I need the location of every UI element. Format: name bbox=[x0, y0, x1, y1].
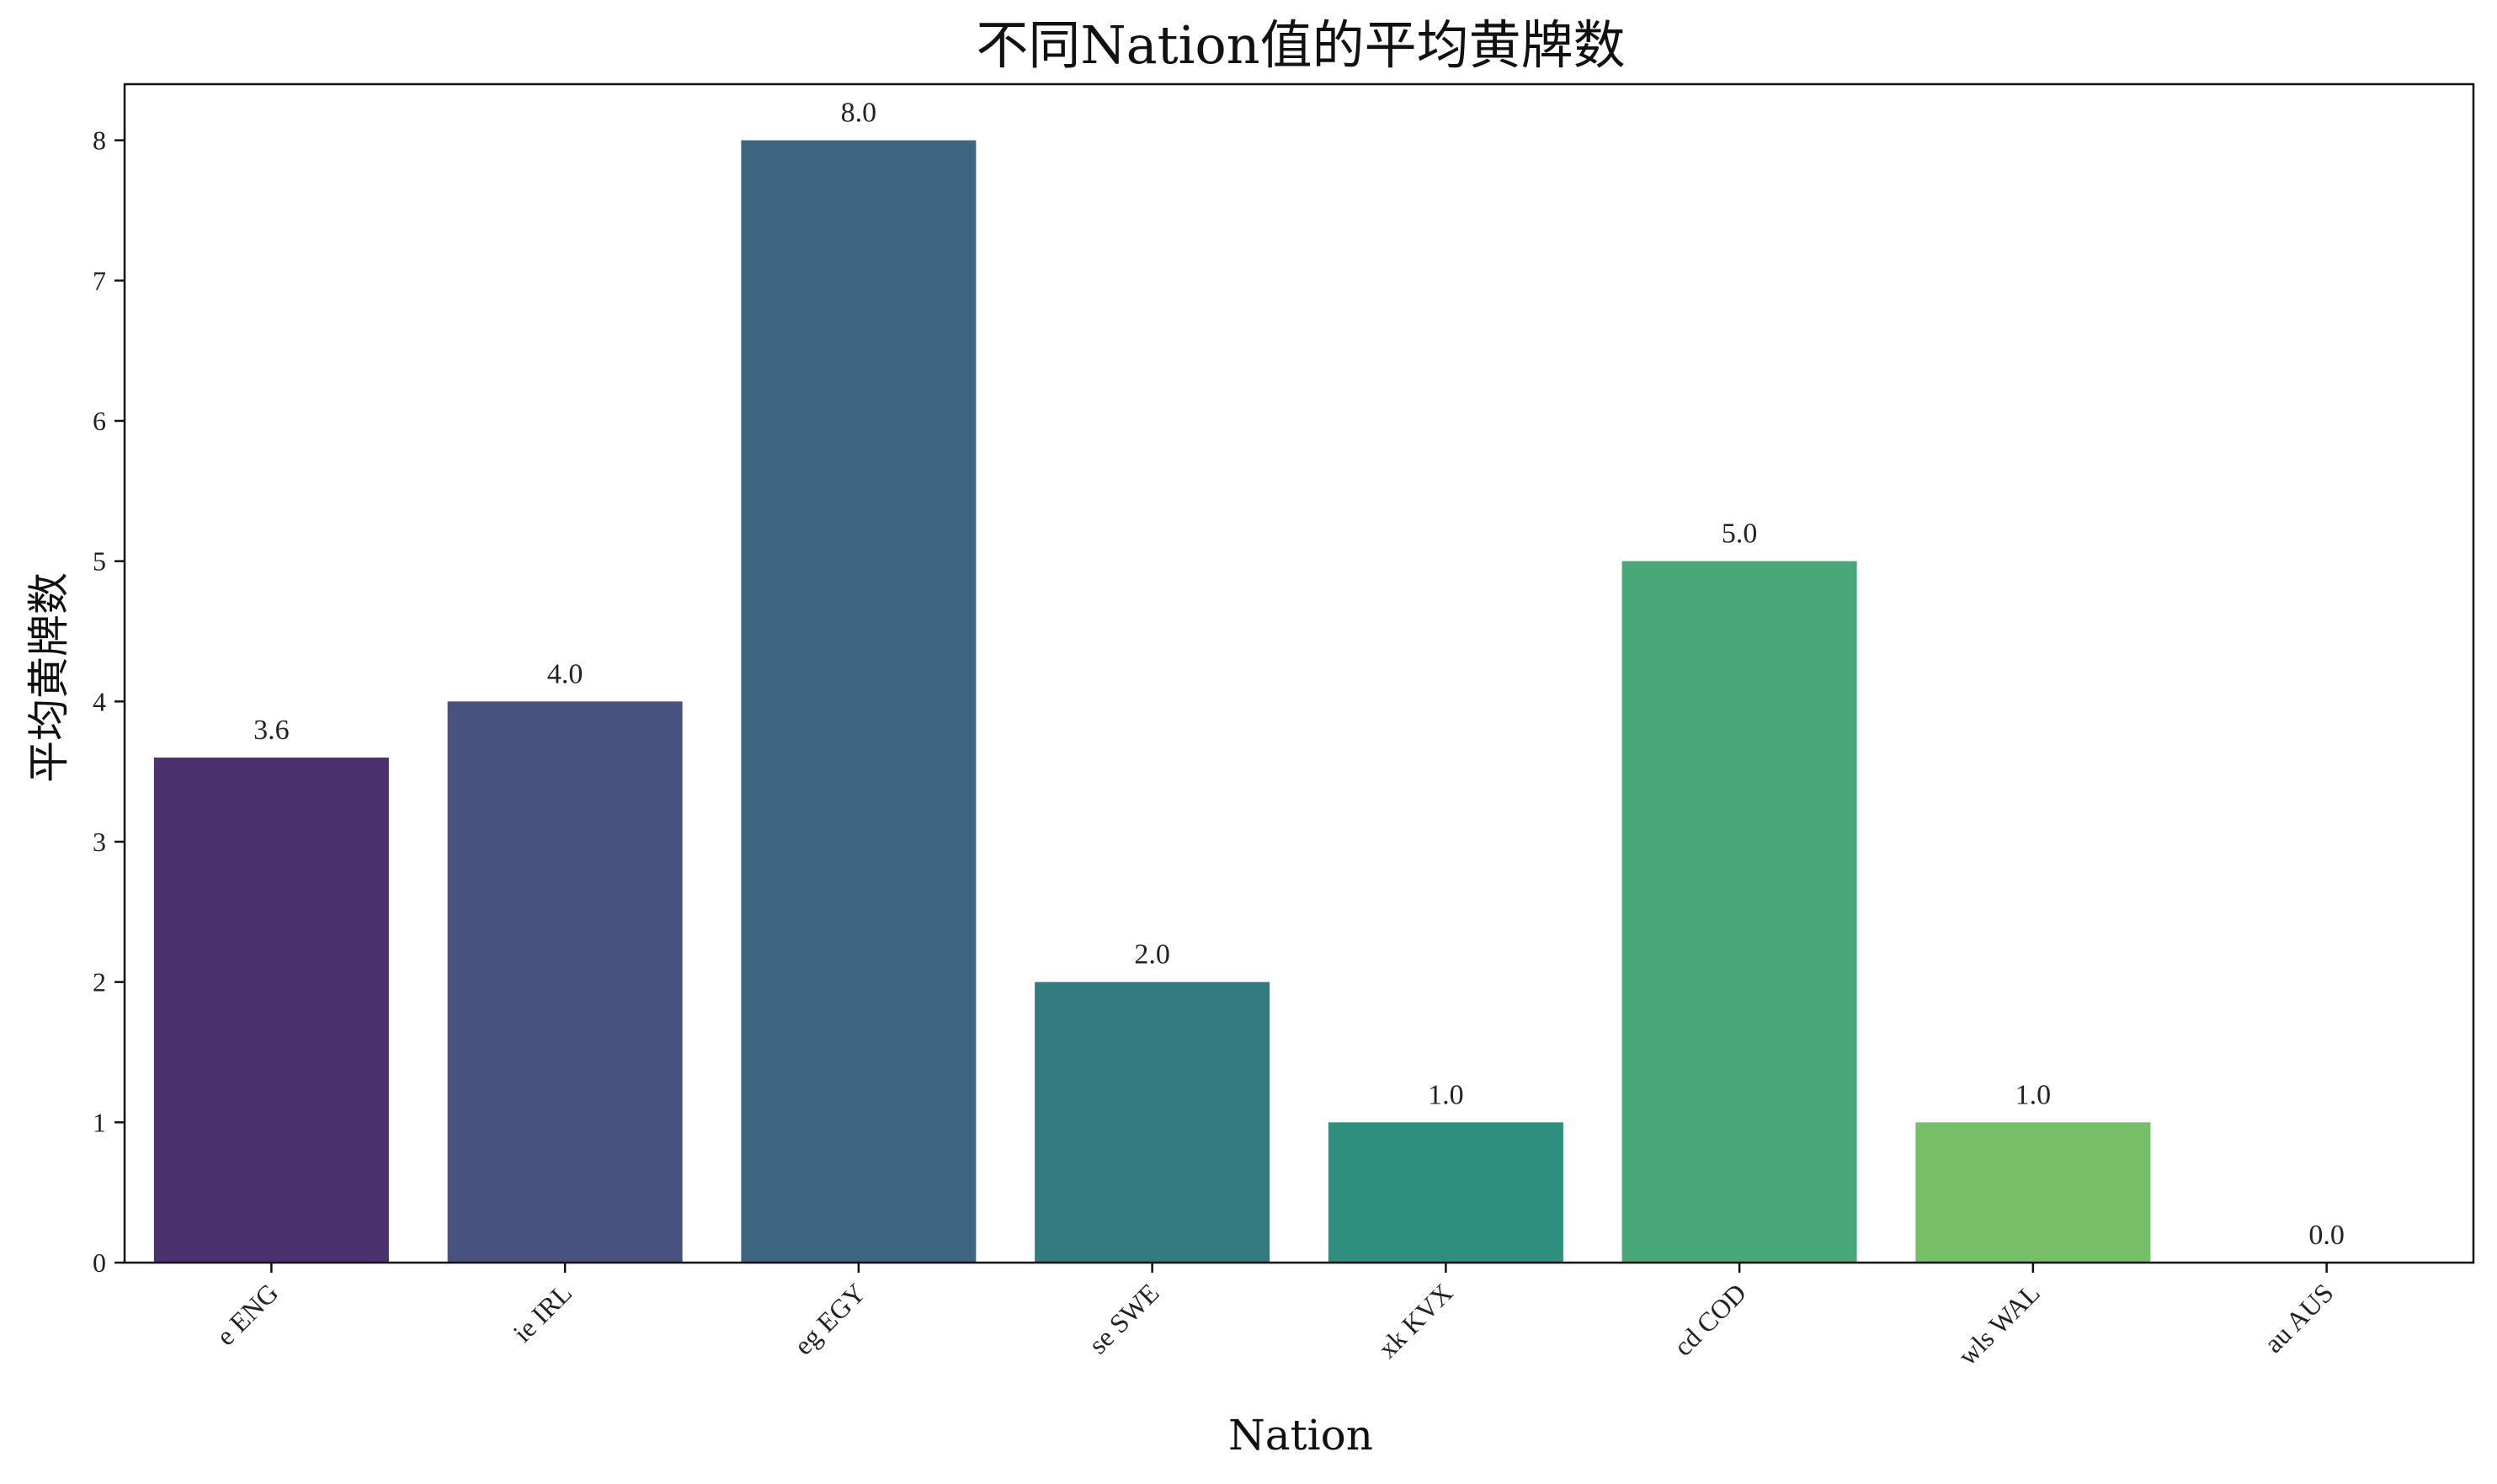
y-tick-label-0: 0 bbox=[93, 1247, 106, 1278]
bar-2 bbox=[741, 140, 977, 1263]
y-axis-title: 平均黄牌数 bbox=[24, 572, 73, 783]
bar-5 bbox=[1621, 561, 1857, 1263]
bar-0 bbox=[153, 758, 389, 1263]
data-label-7: 0.0 bbox=[2308, 1220, 2345, 1251]
data-label-2: 8.0 bbox=[841, 98, 877, 129]
y-tick-label-1: 1 bbox=[93, 1107, 106, 1137]
x-tick-label-6: wls WAL bbox=[1952, 1277, 2046, 1370]
y-tick-label-6: 6 bbox=[93, 406, 106, 436]
plot-frame bbox=[123, 82, 2475, 1264]
y-tick-label-5: 5 bbox=[93, 546, 106, 577]
y-tick-label-4: 4 bbox=[93, 686, 106, 716]
bar-4 bbox=[1328, 1122, 1563, 1263]
y-tick-label-2: 2 bbox=[93, 967, 106, 997]
y-tick-label-8: 8 bbox=[93, 125, 106, 156]
y-tick-label-7: 7 bbox=[93, 265, 106, 295]
x-tick-label-4: xk KVX bbox=[1372, 1277, 1459, 1364]
data-label-5: 5.0 bbox=[1722, 519, 1758, 550]
x-axis-title: Nation bbox=[1228, 1411, 1373, 1460]
data-label-4: 1.0 bbox=[1428, 1079, 1464, 1110]
data-label-1: 4.0 bbox=[547, 658, 583, 689]
x-tick-label-5: cd COD bbox=[1668, 1277, 1752, 1361]
x-tick-label-1: ie IRL bbox=[507, 1277, 578, 1348]
data-label-3: 2.0 bbox=[1134, 939, 1170, 971]
bar-3 bbox=[1035, 981, 1270, 1263]
bar-1 bbox=[447, 701, 683, 1263]
x-tick-label-3: se SWE bbox=[1083, 1277, 1165, 1359]
chart-title: 不同Nation值的平均黄牌数 bbox=[976, 14, 1625, 76]
x-tick-label-7: au AUS bbox=[2258, 1277, 2339, 1358]
x-tick-label-2: eg EGY bbox=[788, 1277, 871, 1360]
bar-6 bbox=[1915, 1122, 2151, 1263]
data-label-0: 3.6 bbox=[253, 715, 290, 746]
x-tick-label-0: e ENG bbox=[210, 1277, 285, 1351]
y-tick-label-3: 3 bbox=[93, 827, 106, 857]
data-label-6: 1.0 bbox=[2015, 1079, 2052, 1110]
plot-area: 0 1 2 3 4 5 6 7 8 e ENG 3.6 ie IRL 4.0 eg EGY 8.0 se SW… bbox=[93, 82, 2475, 1371]
